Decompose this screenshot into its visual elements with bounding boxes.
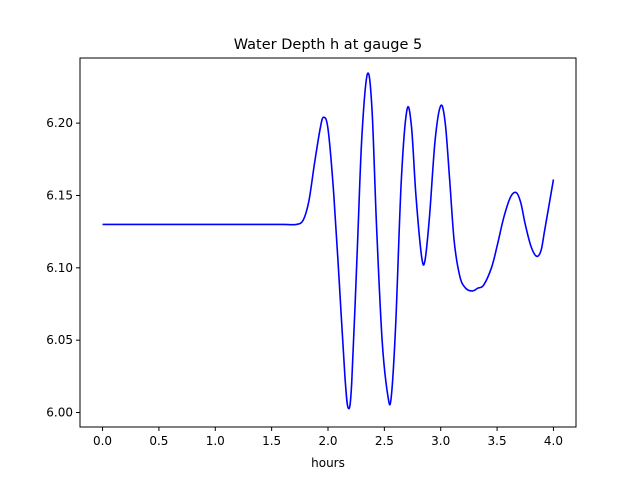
y-tick-label: 6.20 xyxy=(46,116,73,130)
y-tick-label: 6.00 xyxy=(46,406,73,420)
x-axis-title: hours xyxy=(311,456,345,470)
x-tick-label: 2.5 xyxy=(375,434,394,448)
x-tick-label: 1.5 xyxy=(262,434,281,448)
x-tick-label: 1.0 xyxy=(206,434,225,448)
x-axis: 0.0 0.5 1.0 1.5 2.0 2.5 3.0 3.5 4.0 xyxy=(93,427,563,448)
x-tick-label: 2.0 xyxy=(318,434,337,448)
plot-area xyxy=(102,72,555,410)
y-axis: 6.00 6.05 6.10 6.15 6.20 xyxy=(46,116,80,420)
y-tick-label: 6.05 xyxy=(46,333,73,347)
x-tick-label: 0.5 xyxy=(149,434,168,448)
y-tick-label: 6.15 xyxy=(46,188,73,202)
x-tick-label: 3.0 xyxy=(431,434,450,448)
chart-title: Water Depth h at gauge 5 xyxy=(234,37,422,53)
series-line-0 xyxy=(102,72,555,410)
x-tick-label: 4.0 xyxy=(544,434,563,448)
axes-frame xyxy=(79,57,577,428)
x-tick-label: 0.0 xyxy=(93,434,112,448)
x-tick-label: 3.5 xyxy=(488,434,507,448)
y-tick-label: 6.10 xyxy=(46,261,73,275)
